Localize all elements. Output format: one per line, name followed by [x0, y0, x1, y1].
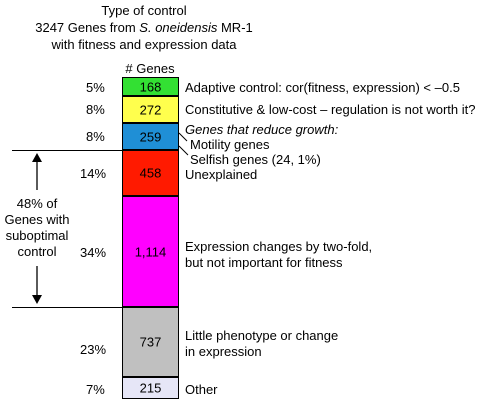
- header-line2-post: MR-1: [217, 20, 253, 35]
- label-expression-line2: but not important for fitness: [185, 255, 343, 270]
- header-line3: with fitness and expression data: [51, 37, 237, 52]
- segment-count: 1,114: [134, 244, 167, 259]
- segment-count: 272: [139, 102, 162, 117]
- segment-count: 259: [139, 129, 162, 144]
- segment-percent: 14%: [80, 166, 107, 181]
- suboptimal-top-line: [12, 150, 179, 151]
- segment-little-phenotype: 737: [122, 307, 179, 377]
- label-little-line2: in expression: [185, 344, 262, 359]
- label-other: Other: [185, 382, 218, 397]
- header-species: S. oneidensis: [139, 20, 218, 35]
- suboptimal-line2: Genes with: [4, 212, 70, 227]
- label-adaptive: Adaptive control: cor(fitness, expressio…: [185, 80, 460, 95]
- column-header: # Genes: [125, 61, 175, 76]
- label-little-line1: Little phenotype or change: [185, 328, 339, 343]
- label-constitutive: Constitutive & low-cost – regulation is …: [185, 102, 476, 117]
- segment-expression-changes: 1,114: [122, 196, 179, 307]
- segment-count: 168: [139, 79, 162, 94]
- segment-percent: 8%: [86, 102, 105, 117]
- segment-count: 215: [139, 380, 162, 396]
- segment-reduce-growth: 259: [122, 123, 179, 150]
- selfish-leader: [178, 145, 189, 156]
- suboptimal-line4: control: [17, 244, 57, 259]
- up-arrow-head: [32, 153, 42, 162]
- segment-percent: 8%: [86, 129, 105, 144]
- segment-percent: 23%: [80, 342, 107, 357]
- header-title: Type of control: [101, 3, 187, 18]
- header-line2: 3247 Genes from S. oneidensis MR-1: [35, 21, 253, 34]
- segment-count: 458: [139, 165, 162, 181]
- label-reduce-growth: Genes that reduce growth:: [185, 122, 339, 137]
- segment-unexplained: 458: [122, 150, 179, 196]
- segment-constitutive: 272: [122, 96, 179, 123]
- segment-percent: 34%: [80, 245, 107, 260]
- segment-adaptive: 168: [122, 77, 179, 96]
- down-arrow-head: [32, 295, 42, 304]
- header-line2-pre: 3247 Genes from: [35, 20, 140, 35]
- segment-percent: 7%: [86, 382, 105, 397]
- label-motility: Motility genes: [190, 137, 270, 152]
- suboptimal-bottom-line: [12, 307, 179, 308]
- segment-percent: 5%: [86, 80, 105, 95]
- suboptimal-line3: suboptimal: [5, 228, 69, 243]
- label-unexplained: Unexplained: [185, 167, 258, 182]
- segment-count: 737: [139, 334, 162, 350]
- suboptimal-line1: 48% of: [16, 196, 58, 211]
- segment-other: 215: [122, 377, 179, 399]
- label-selfish: Selfish genes (24, 1%): [190, 152, 321, 167]
- motility-leader: [178, 132, 188, 142]
- label-expression-line1: Expression changes by two-fold,: [185, 239, 373, 254]
